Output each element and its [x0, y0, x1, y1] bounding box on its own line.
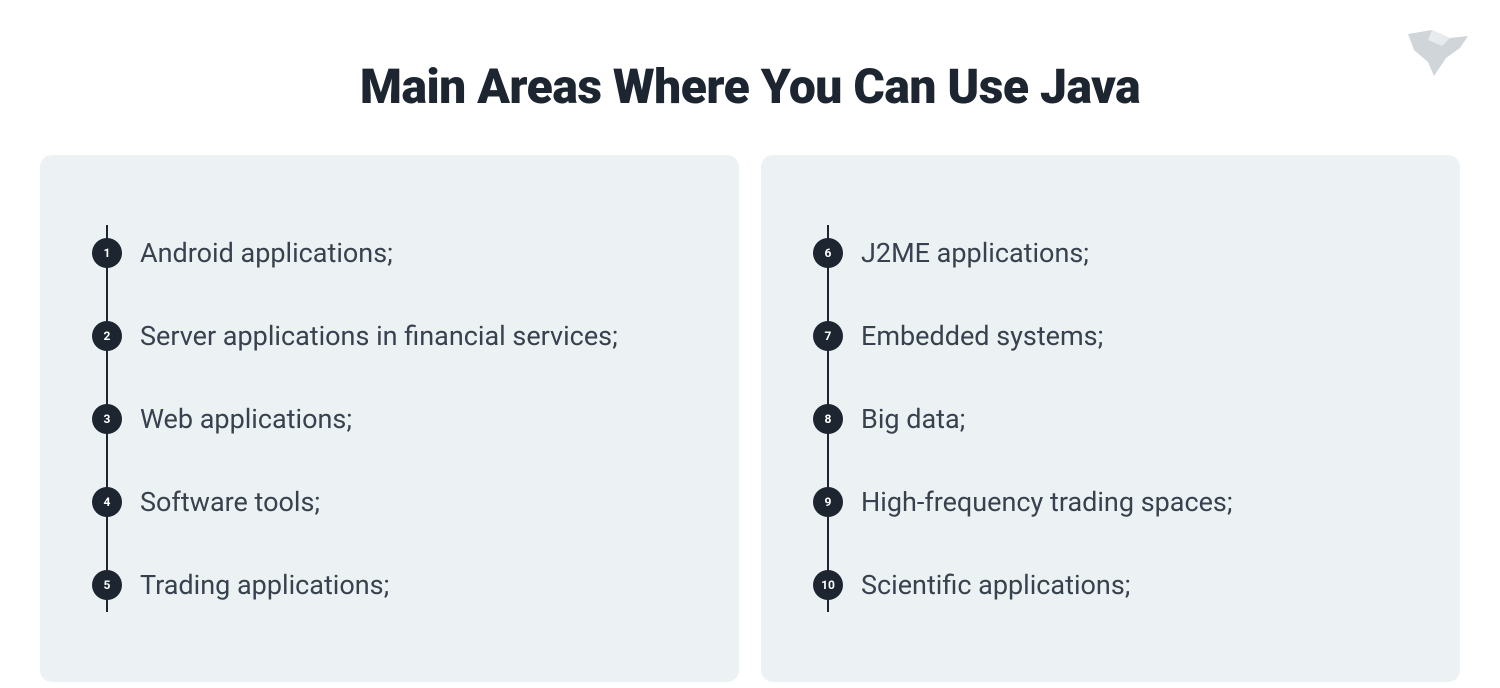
- item-label: Trading applications;: [140, 569, 389, 601]
- item-label: Scientific applications;: [861, 569, 1130, 601]
- number-badge: 7: [813, 321, 843, 351]
- item-label: J2ME applications;: [861, 237, 1089, 269]
- number-badge: 3: [92, 404, 122, 434]
- item-label: Big data;: [861, 403, 965, 435]
- right-panel: 6 J2ME applications; 7 Embedded systems;…: [761, 155, 1460, 682]
- left-panel: 1 Android applications; 2 Server applica…: [40, 155, 739, 682]
- list-item: 2 Server applications in financial servi…: [92, 294, 687, 377]
- item-label: Embedded systems;: [861, 320, 1103, 352]
- list-item: 1 Android applications;: [92, 211, 687, 294]
- page-title: Main Areas Where You Can Use Java: [0, 0, 1500, 155]
- number-badge: 1: [92, 238, 122, 268]
- number-badge: 4: [92, 487, 122, 517]
- list-item: 4 Software tools;: [92, 460, 687, 543]
- list-item: 9 High-frequency trading spaces;: [813, 460, 1408, 543]
- item-label: Android applications;: [140, 237, 393, 269]
- item-label: Software tools;: [140, 486, 320, 518]
- list-item: 8 Big data;: [813, 377, 1408, 460]
- list-item: 6 J2ME applications;: [813, 211, 1408, 294]
- number-badge: 8: [813, 404, 843, 434]
- item-label: Server applications in financial service…: [140, 320, 618, 352]
- item-label: High-frequency trading spaces;: [861, 486, 1233, 518]
- list-item: 7 Embedded systems;: [813, 294, 1408, 377]
- list-item: 3 Web applications;: [92, 377, 687, 460]
- bird-logo-icon: [1404, 28, 1472, 80]
- number-badge: 5: [92, 570, 122, 600]
- panels-container: 1 Android applications; 2 Server applica…: [0, 155, 1500, 682]
- number-badge: 2: [92, 321, 122, 351]
- number-badge: 6: [813, 238, 843, 268]
- list-item: 5 Trading applications;: [92, 543, 687, 626]
- list-item: 10 Scientific applications;: [813, 543, 1408, 626]
- number-badge: 10: [813, 570, 843, 600]
- right-item-list: 6 J2ME applications; 7 Embedded systems;…: [813, 211, 1408, 626]
- left-item-list: 1 Android applications; 2 Server applica…: [92, 211, 687, 626]
- number-badge: 9: [813, 487, 843, 517]
- item-label: Web applications;: [140, 403, 352, 435]
